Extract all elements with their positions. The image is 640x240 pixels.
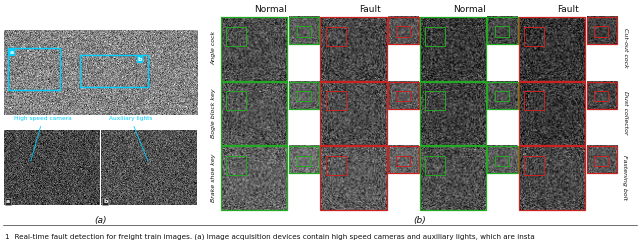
Bar [221,146,287,210]
Bar [524,27,544,46]
Text: Normal: Normal [254,6,287,14]
Bar [419,146,486,210]
Bar [425,27,445,46]
Bar [419,82,486,145]
Bar [425,91,445,110]
Text: Bogie block key: Bogie block key [211,88,216,138]
Bar [595,156,608,166]
Bar [524,156,544,175]
Bar [519,17,585,81]
Bar [320,17,387,81]
Text: 1: 1 [4,234,8,240]
Text: Brake shoe key: Brake shoe key [211,153,216,202]
Text: b: b [103,199,108,204]
Text: Dust collector: Dust collector [623,91,627,135]
Bar [80,55,148,87]
Bar [519,82,585,145]
Bar [425,156,445,175]
Bar [388,17,419,44]
Bar [595,91,608,101]
Bar [320,146,387,210]
Bar [221,82,287,145]
Text: Fault: Fault [557,6,579,14]
Bar [495,91,509,101]
Bar [320,82,387,145]
Text: (b): (b) [413,216,426,224]
Bar [419,17,486,81]
Text: Angle cock: Angle cock [211,31,216,65]
Bar [227,156,246,175]
Bar [587,146,617,174]
Bar [495,26,509,36]
Bar [297,91,310,101]
Bar [8,48,60,90]
Bar [297,26,310,36]
Bar [587,17,617,44]
Bar [587,82,617,109]
Bar [297,156,310,166]
Text: a: a [10,50,14,55]
Bar [289,17,319,44]
Text: a: a [6,199,10,204]
Bar [326,156,346,175]
Text: High speed camera: High speed camera [14,116,72,161]
Bar [289,82,319,109]
Bar [326,27,346,46]
Bar [396,91,410,101]
Text: Real-time fault detection for freight train images. (a) Image acquisition device: Real-time fault detection for freight tr… [10,234,535,240]
Text: b: b [138,57,142,62]
Bar [388,82,419,109]
Bar [488,17,518,44]
Text: Fault: Fault [359,6,381,14]
Bar [495,156,509,166]
Bar [326,91,346,110]
Bar [388,146,419,174]
Text: (a): (a) [95,216,108,224]
Bar [396,26,410,36]
Text: Fastening bolt: Fastening bolt [623,155,627,200]
Bar [488,82,518,109]
Bar [227,27,246,46]
Text: Normal: Normal [452,6,486,14]
Bar [396,156,410,166]
Bar [519,146,585,210]
Text: Cut-out cock: Cut-out cock [623,29,627,68]
Bar [289,146,319,174]
Bar [524,91,544,110]
Bar [595,26,608,36]
Text: Auxiliary lights: Auxiliary lights [109,116,152,161]
Bar [221,17,287,81]
Bar [227,91,246,110]
Bar [488,146,518,174]
